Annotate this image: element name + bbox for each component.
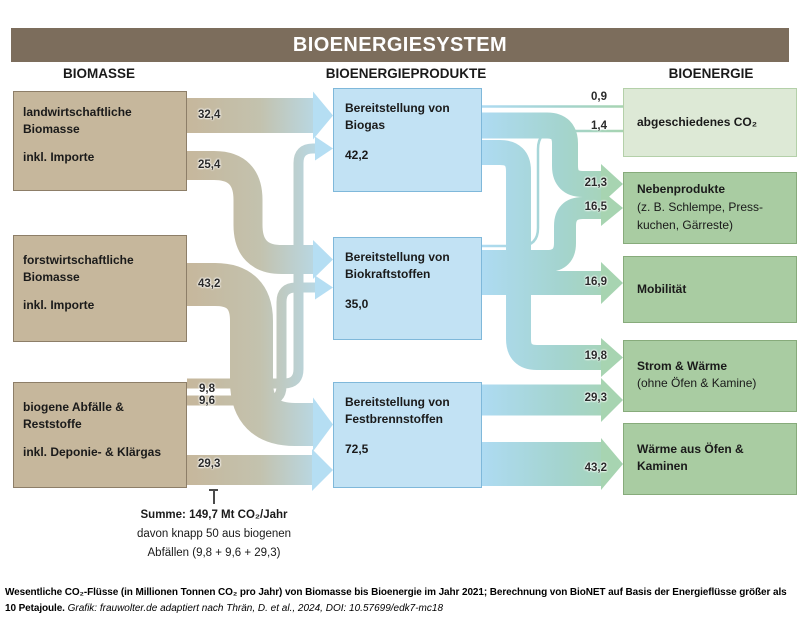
flow-value-19-8: 19,8 <box>584 350 607 362</box>
flow-value-29-3-left: 29,3 <box>198 458 221 470</box>
box-line: kuchen, Gärreste) <box>637 218 734 232</box>
arrowhead-biokraftstoffe-mobilitaet <box>601 262 623 304</box>
flow-value-21-3: 21,3 <box>584 177 607 189</box>
box-line: Biogas <box>345 118 386 132</box>
box-nebenprodukte: Nebenprodukte (z. B. Schlempe, Press- ku… <box>623 172 797 244</box>
box-line: (ohne Öfen & Kamine) <box>637 376 757 390</box>
flow-value-9-8: 9,8 <box>199 383 215 395</box>
flow-value-25-4: 25,4 <box>198 159 221 171</box>
sum-line: davon knapp 50 aus biogenen <box>136 528 292 540</box>
box-line: biogene Abfälle & <box>23 400 124 414</box>
arrowhead-abfaelle-biogas <box>315 136 333 161</box>
flow-value-43-2-right: 43,2 <box>584 462 607 474</box>
box-line: Nebenprodukte <box>637 182 726 196</box>
box-line: Bereitstellung von <box>345 250 450 264</box>
box-line: Biomasse <box>23 122 80 136</box>
caption-line2-bold: 10 Petajoule. <box>5 603 65 614</box>
flow-value-16-5: 16,5 <box>584 201 607 213</box>
box-line: Kaminen <box>637 459 688 473</box>
box-line: Mobilität <box>637 282 687 296</box>
sankey-flows <box>187 91 623 491</box>
annotation-pointer-line <box>213 489 215 504</box>
box-line: abgeschiedenes CO₂ <box>637 115 758 129</box>
column-header-biomasse: BIOMASSE <box>62 66 135 81</box>
box-line: Bereitstellung von <box>345 395 450 409</box>
flow-value-1-4: 1,4 <box>591 120 607 132</box>
box-value: 35,0 <box>345 297 369 311</box>
box-line: Reststoffe <box>23 417 82 431</box>
box-abgeschiedenes-co2: abgeschiedenes CO₂ <box>623 88 797 157</box>
arrowhead-biogas-strom-waerme <box>601 338 623 377</box>
flow-biokraftstoffe-co2 <box>482 129 623 248</box>
column-header-bioenergie: BIOENERGIE <box>668 66 754 81</box>
sum-line: Abfällen (9,8 + 9,6 + 29,3) <box>147 547 281 559</box>
box-landwirtschaftliche-biomasse: landwirtschaftliche Biomasse inkl. Impor… <box>13 91 187 191</box>
arrowhead-festbrennstoffe-strom-waerme <box>601 378 623 422</box>
flow-value-43-2: 43,2 <box>198 278 221 290</box>
box-line: Wärme aus Öfen & <box>637 442 744 456</box>
box-line: Bereitstellung von <box>345 101 450 115</box>
box-value: 72,5 <box>345 442 369 456</box>
box-line: Strom & Wärme <box>637 359 728 373</box>
caption-credit: Grafik: frauwolter.de adaptiert nach Thr… <box>67 603 444 614</box>
arrowhead-biogas-nebenprodukte <box>601 164 623 204</box>
flow-value-29-3-right: 29,3 <box>584 392 607 404</box>
box-note: inkl. Importe <box>23 298 95 312</box>
flow-value-0-9: 0,9 <box>591 91 607 103</box>
box-value: 42,2 <box>345 148 369 162</box>
title-bar: BIOENERGIESYSTEM <box>11 28 789 62</box>
box-line: Biomasse <box>23 270 80 284</box>
sum-line: Summe: 149,7 Mt CO₂/Jahr <box>140 509 288 521</box>
arrowhead-festbrennstoffe-oefen-kamine <box>601 438 623 490</box>
flow-biogas-nebenprodukte <box>482 112 603 197</box>
box-forstwirtschaftliche-biomasse: forstwirtschaftliche Biomasse inkl. Impo… <box>13 235 187 342</box>
flow-abfaelle-biogas <box>187 143 316 389</box>
arrowhead-abfaelle-festbrennstoffe <box>312 449 333 491</box>
arrowhead-landwirtschaft-biokraftstoffe <box>313 240 333 279</box>
flow-value-16-9: 16,9 <box>584 276 607 288</box>
box-mobilitaet: Mobilität <box>623 256 797 323</box>
flow-value-32-4: 32,4 <box>198 109 221 121</box>
box-note: inkl. Importe <box>23 150 95 164</box>
flow-forstwirtschaft-festbrennstoffe <box>187 263 315 446</box>
box-bereitstellung-festbrennstoffe: Bereitstellung von Festbrennstoffen 72,5 <box>333 382 482 488</box>
box-biogene-abfaelle: biogene Abfälle & Reststoffe inkl. Depon… <box>13 382 187 488</box>
box-note: inkl. Deponie- & Klärgas <box>23 445 162 459</box>
box-line: forstwirtschaftliche <box>23 253 134 267</box>
box-strom-waerme: Strom & Wärme (ohne Öfen & Kamine) <box>623 340 797 412</box>
box-line: (z. B. Schlempe, Press- <box>637 200 764 214</box>
flow-landwirtschaft-biokraftstoffe <box>187 151 315 274</box>
box-line: Biokraftstoffen <box>345 267 431 281</box>
column-header-bioenergieprodukte: BIOENERGIEPRODUKTE <box>325 66 487 81</box>
arrowhead-landwirtschaft-biogas <box>313 91 333 140</box>
box-line: landwirtschaftliche <box>23 105 132 119</box>
caption-line1: Wesentliche CO₂-Flüsse (in Millionen Ton… <box>5 587 787 598</box>
arrowhead-biokraftstoffe-nebenprodukte <box>601 190 623 226</box>
box-waerme-oefen-kamine: Wärme aus Öfen & Kaminen <box>623 423 797 495</box>
box-bereitstellung-biogas: Bereitstellung von Biogas 42,2 <box>333 88 482 192</box>
diagram-title: BIOENERGIESYSTEM <box>292 33 508 56</box>
sum-annotation: Summe: 149,7 Mt CO₂/Jahr davon knapp 50 … <box>94 506 334 563</box>
arrowhead-forstwirtschaft-festbrennstoffe <box>313 397 333 452</box>
flow-biokraftstoffe-nebenprodukte <box>482 197 603 272</box>
figure-caption: Wesentliche CO₂-Flüsse (in Millionen Ton… <box>5 585 797 617</box>
box-bereitstellung-biokraftstoffe: Bereitstellung von Biokraftstoffen 35,0 <box>333 237 482 340</box>
flow-value-9-6: 9,6 <box>199 395 215 407</box>
box-line: Festbrennstoffen <box>345 412 444 426</box>
arrowhead-abfaelle-biokraftstoffe <box>315 275 333 300</box>
